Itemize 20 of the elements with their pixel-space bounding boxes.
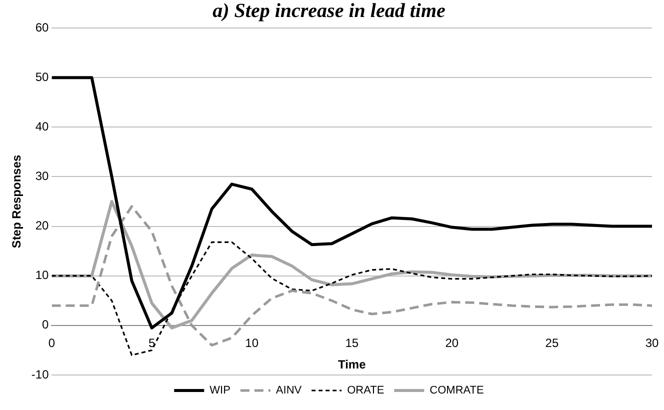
- y-tick-label: 20: [35, 218, 50, 233]
- y-tick-label: 0: [42, 318, 50, 332]
- y-tick-label: 10: [35, 268, 50, 282]
- x-tick-label: 15: [345, 336, 359, 350]
- legend-label: WIP: [210, 384, 230, 397]
- legend-label: AINV: [276, 384, 302, 397]
- chart-title: a) Step increase in lead time: [212, 0, 446, 22]
- x-tick-label: 10: [245, 336, 259, 350]
- x-tick-label: 30: [645, 336, 659, 350]
- legend-label: COMRATE: [430, 384, 484, 397]
- y-tick-label: 60: [35, 20, 50, 34]
- x-tick-label: 25: [545, 336, 559, 350]
- y-tick-label: 50: [35, 70, 50, 84]
- y-tick-label: -10: [31, 367, 50, 382]
- x-tick-label: 20: [445, 336, 459, 350]
- y-tick-label: 40: [35, 119, 50, 134]
- legend-label: ORATE: [347, 384, 384, 397]
- y-tick-label: 30: [35, 169, 50, 184]
- y-axis-title: Step Responses: [10, 154, 24, 248]
- x-axis-title: Time: [338, 357, 366, 372]
